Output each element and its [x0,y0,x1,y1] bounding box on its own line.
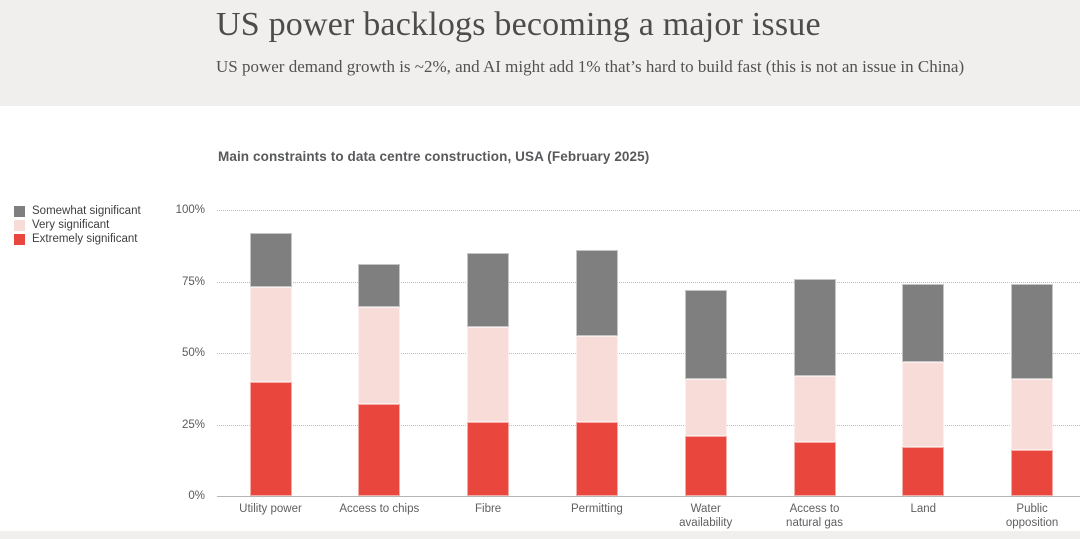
bar-segment-somewhat-significant [902,284,945,362]
bar-segment-somewhat-significant [358,264,401,308]
legend-item-somewhat-significant: Somewhat significant [14,204,141,218]
bar-segment-somewhat-significant [793,278,836,376]
bar-fibre [467,252,510,496]
bar-permitting [575,250,618,496]
bar-segment-very-significant [358,307,401,405]
legend-label: Somewhat significant [32,205,141,217]
chart-legend: Somewhat significant Very significant Ex… [14,204,141,246]
bar-segment-extremely-significant [358,404,401,496]
page-subtitle: US power demand growth is ~2%, and AI mi… [216,57,965,76]
x-axis-label-access-to-chips: Access to chips [339,503,420,515]
bar-public-opposition [1011,284,1054,496]
bar-segment-extremely-significant [902,447,945,496]
gridline-50 [217,353,1080,354]
legend-swatch-somewhat-significant [14,205,25,217]
bar-segment-very-significant [249,287,292,382]
y-tick-label-100: 100% [175,204,205,216]
legend-label: Very significant [32,219,110,231]
bar-land [902,284,945,496]
chart-title: Main constraints to data centre construc… [218,149,650,164]
bar-segment-very-significant [467,327,510,422]
y-tick-label-75: 75% [181,275,205,288]
legend-swatch-very-significant [14,219,25,231]
gridline-25 [217,424,1080,426]
bar-access-to-natural-gas [793,278,836,496]
bar-segment-very-significant [575,335,618,422]
bar-water-availability [684,290,727,496]
bar-segment-extremely-significant [575,421,618,496]
bar-segment-extremely-significant [1011,450,1054,496]
x-axis-label-fibre: Fibre [474,503,502,515]
gridline-75 [217,281,1080,283]
bar-segment-very-significant [902,361,945,448]
x-axis-label-water-availability: Water availability [679,503,733,529]
legend-label: Extremely significant [32,233,138,245]
y-tick-label-25: 25% [181,418,205,431]
bar-access-to-chips [358,264,401,496]
header-band: US power backlogs becoming a major issue… [0,0,1080,106]
y-tick-label-50: 50% [181,347,205,359]
legend-swatch-extremely-significant [14,233,25,245]
x-axis-label-land: Land [910,503,937,515]
bottom-strip [0,531,1080,539]
x-axis-line [217,496,1080,497]
bar-segment-very-significant [684,378,727,436]
x-axis-label-permitting: Permitting [571,503,623,515]
bar-segment-very-significant [793,375,836,442]
bar-segment-extremely-significant [249,381,292,496]
x-axis-label-utility-power: Utility power [239,503,302,515]
bar-segment-somewhat-significant [249,232,292,288]
gridline-100 [217,210,1080,211]
bar-segment-somewhat-significant [1011,284,1054,379]
legend-item-extremely-significant: Extremely significant [14,232,141,246]
bar-segment-somewhat-significant [684,290,727,379]
page-title: US power backlogs becoming a major issue [216,6,821,43]
x-axis-label-public-opposition: Public opposition [1005,503,1059,529]
x-axis-label-access-to-natural-gas: Access to natural gas [786,503,843,529]
bar-segment-extremely-significant [793,441,836,496]
bar-segment-extremely-significant [467,421,510,496]
y-tick-label-0: 0% [188,490,205,502]
bar-segment-very-significant [1011,378,1054,451]
bar-segment-somewhat-significant [575,250,618,336]
bar-segment-somewhat-significant [467,252,510,328]
bar-segment-extremely-significant [684,435,727,496]
legend-item-very-significant: Very significant [14,218,141,232]
bar-utility-power [249,232,292,496]
